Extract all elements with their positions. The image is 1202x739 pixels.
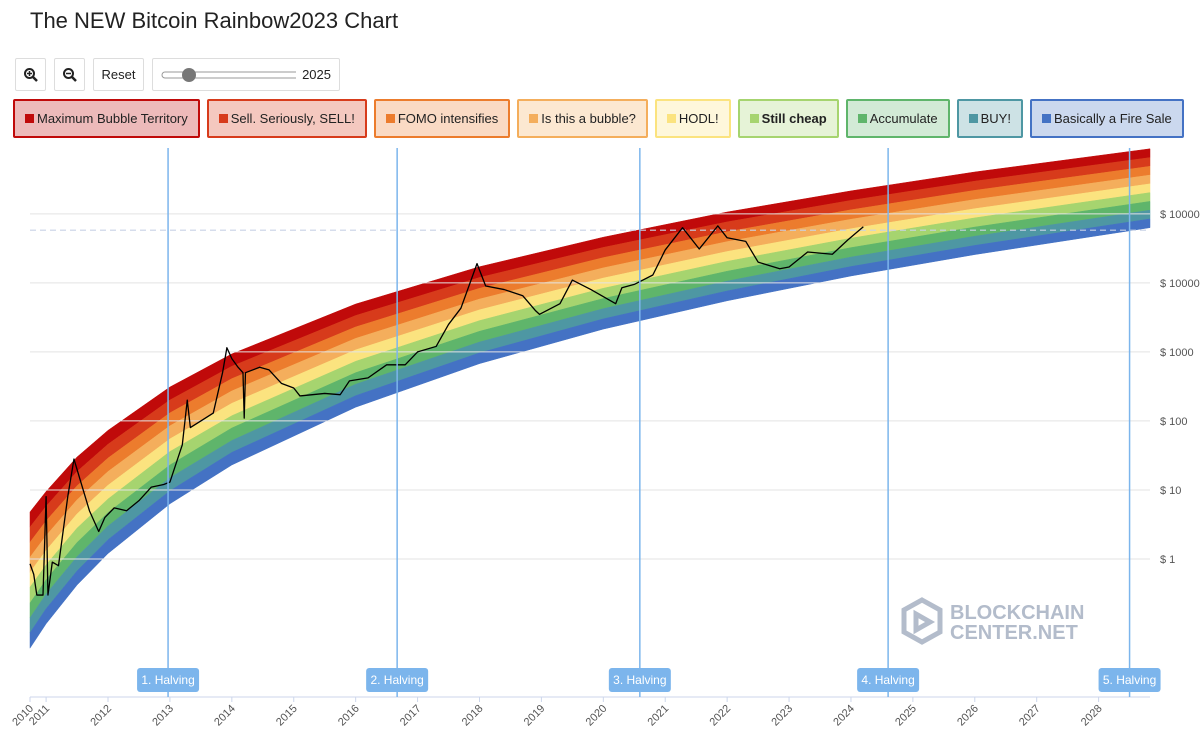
legend-item[interactable]: HODL! bbox=[654, 99, 731, 138]
logo-hexagon bbox=[901, 597, 943, 645]
legend-label: Still cheap bbox=[761, 111, 827, 126]
legend-label: Maximum Bubble Territory bbox=[37, 111, 188, 126]
legend-swatch bbox=[25, 114, 34, 123]
x-tick-label: 2014 bbox=[212, 703, 238, 729]
legend-item[interactable]: Is this a bubble? bbox=[517, 99, 648, 138]
halving-label-box bbox=[1098, 668, 1161, 692]
x-tick-label: 2018 bbox=[460, 703, 486, 729]
x-tick-label: 2022 bbox=[707, 703, 733, 729]
slider-track[interactable] bbox=[161, 67, 297, 83]
x-tick-label: 2012 bbox=[88, 703, 114, 729]
legend-swatch bbox=[749, 114, 759, 123]
legend-label: Accumulate bbox=[869, 111, 938, 126]
x-tick-label: 2019 bbox=[522, 703, 548, 729]
x-tick-label: 2028 bbox=[1079, 703, 1105, 729]
y-tick-label: $ 10000 bbox=[1160, 209, 1200, 221]
reset-button[interactable]: Reset bbox=[93, 58, 144, 91]
x-tick-label: 2016 bbox=[336, 703, 362, 729]
halving-label-box bbox=[857, 668, 920, 692]
legend-swatch bbox=[218, 114, 228, 123]
halving-label: 3. Halving bbox=[613, 673, 666, 687]
y-tick-label: $ 10 bbox=[1160, 485, 1181, 497]
halving-label-box bbox=[137, 668, 200, 692]
watermark-text: CENTER.NET bbox=[950, 622, 1078, 644]
x-tick-label: 2023 bbox=[769, 703, 795, 729]
legend-label: BUY! bbox=[980, 111, 1011, 126]
legend-swatch bbox=[968, 114, 978, 123]
logo-inner bbox=[913, 609, 936, 635]
watermark-logo bbox=[901, 597, 943, 645]
legend-label: Basically a Fire Sale bbox=[1053, 111, 1172, 126]
legend: Maximum Bubble Territory Sell. Seriously,… bbox=[13, 99, 1184, 138]
legend-swatch bbox=[529, 114, 539, 123]
y-tick-label: $ 1000 bbox=[1160, 347, 1194, 359]
legend-swatch bbox=[1041, 114, 1051, 123]
legend-item[interactable]: Basically a Fire Sale bbox=[1029, 99, 1184, 138]
legend-item[interactable]: Still cheap bbox=[737, 99, 839, 138]
x-tick-label: 2013 bbox=[150, 703, 176, 729]
halving-label: 4. Halving bbox=[861, 673, 914, 687]
legend-label: HODL! bbox=[678, 111, 719, 126]
price-line bbox=[29, 225, 864, 596]
halving-label: 2. Halving bbox=[370, 673, 423, 687]
year-slider: 2025 bbox=[152, 58, 340, 91]
x-tick-label: 2021 bbox=[646, 703, 672, 729]
legend-item[interactable]: Maximum Bubble Territory bbox=[13, 99, 200, 138]
zoom-in-icon bbox=[23, 67, 38, 82]
zoom-out-icon bbox=[62, 67, 77, 82]
legend-item[interactable]: Sell. Seriously, SELL! bbox=[206, 99, 367, 138]
toolbar: Reset 2025 bbox=[15, 58, 340, 91]
slider-value: 2025 bbox=[302, 67, 331, 82]
x-tick-label: 2026 bbox=[955, 703, 981, 729]
x-tick-label: 2015 bbox=[274, 703, 300, 729]
legend-label: Is this a bubble? bbox=[541, 111, 636, 126]
legend-item[interactable]: BUY! bbox=[956, 99, 1023, 138]
halving-label: 5. Halving bbox=[1103, 673, 1156, 687]
x-tick-label: 2020 bbox=[584, 703, 610, 729]
x-tick-label: 2027 bbox=[1017, 703, 1043, 729]
legend-label: FOMO intensifies bbox=[397, 111, 499, 126]
zoom-in-button[interactable] bbox=[15, 58, 46, 91]
legend-swatch bbox=[857, 114, 867, 123]
legend-swatch bbox=[385, 114, 395, 123]
halving-label-box bbox=[366, 668, 429, 692]
zoom-out-button[interactable] bbox=[54, 58, 85, 91]
y-tick-label: $ 10000 bbox=[1160, 278, 1200, 290]
page-title: The NEW Bitcoin Rainbow2023 Chart bbox=[30, 8, 399, 33]
legend-swatch bbox=[666, 114, 676, 123]
legend-label: Sell. Seriously, SELL! bbox=[230, 111, 355, 126]
x-tick-label: 2024 bbox=[831, 703, 857, 729]
rainbow-band bbox=[29, 218, 1151, 649]
plot-area bbox=[29, 148, 1151, 649]
y-tick-label: $ 100 bbox=[1160, 416, 1188, 428]
legend-item[interactable]: FOMO intensifies bbox=[373, 99, 511, 138]
halving-label: 1. Halving bbox=[141, 673, 194, 687]
halving-label-box bbox=[608, 668, 671, 692]
y-tick-label: $ 1 bbox=[1160, 554, 1175, 566]
x-tick-label: 2025 bbox=[893, 703, 919, 729]
watermark-text: BLOCKCHAIN bbox=[950, 602, 1084, 624]
x-tick-label: 2017 bbox=[398, 703, 424, 729]
legend-item[interactable]: Accumulate bbox=[845, 99, 950, 138]
